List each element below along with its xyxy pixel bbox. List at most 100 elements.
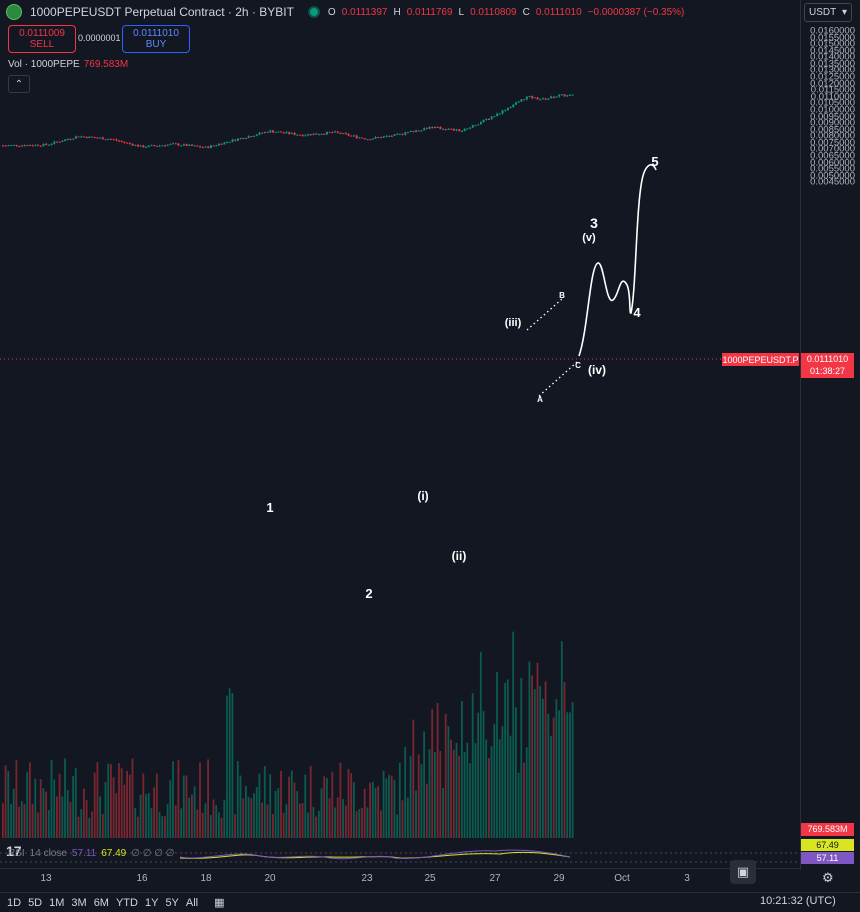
candle [371,138,374,140]
spread-value: 0.0000001 [78,33,121,43]
elliott-wave-drawing[interactable] [526,164,657,397]
candle [215,145,218,147]
candle [126,142,129,144]
wave-label[interactable]: 4 [633,305,641,320]
range-5d[interactable]: 5D [28,896,43,909]
clock[interactable]: 10:21:32 (UTC) [760,895,836,907]
candle [266,132,269,134]
wave-label[interactable]: C [575,361,581,370]
wave-label[interactable]: (iv) [588,363,606,377]
wave-label[interactable]: (iii) [505,317,522,329]
buy-price: 0.0111010 [133,28,179,39]
volume-bar [120,768,123,838]
candle [164,145,166,147]
candle [182,144,185,146]
candle [569,94,571,96]
range-3m[interactable]: 3M [71,896,87,909]
range-1d[interactable]: 1D [7,896,22,909]
candle [520,99,523,102]
candles [2,93,574,149]
candle [380,137,382,139]
currency-select[interactable]: USDT ▾ [804,3,852,22]
volume-bar [569,712,571,838]
volume-bar [515,707,517,838]
volume-bar [450,739,452,838]
wave-label[interactable]: B [559,291,565,300]
range-1y[interactable]: 1Y [144,896,159,909]
sell-label: SELL [29,39,55,50]
chart-canvas[interactable]: 1 2 (i) (ii) (iii) A B C (iv) 3(v) 4 5 [0,0,800,868]
wave-label[interactable]: 3 [590,215,598,231]
volume-bar [7,771,10,838]
candle [180,145,183,147]
candle [282,132,285,134]
wave-label[interactable]: 1 [266,500,273,515]
price-tick: 0.0135000 [810,58,855,70]
rsi-legend[interactable]: RSI 14 close 57.11 67.49 ∅ ∅ ∅ ∅ [8,848,174,859]
candle [434,126,436,129]
open-key: O [327,6,336,18]
candle [477,124,480,126]
tradingview-logo-icon[interactable]: 17 [6,843,22,859]
candle [542,98,544,100]
wave-label[interactable]: 5 [651,154,658,169]
symbol-title[interactable]: 1000PEPEUSDT Perpetual Contract · 2h · B… [30,5,294,19]
wave-label[interactable]: (v) [582,232,596,244]
price-tick: 0.0160000 [810,25,855,37]
buy-button[interactable]: 0.0111010 BUY [122,25,190,53]
volume-bar [215,805,218,838]
candle [245,137,247,139]
volume-bar [506,679,509,838]
price-tick: 0.0100000 [810,104,855,116]
volume-bar [412,719,415,838]
image-icon[interactable]: ▣ [730,860,756,884]
candle [26,145,29,147]
gear-icon[interactable]: ⚙ [822,870,834,885]
price-tick: 0.0045000 [810,176,855,188]
volume-bar [417,754,420,838]
range-all[interactable]: All [185,896,199,909]
candle [64,139,67,142]
ohlc-values: O 0.0111397 H 0.0111769 L 0.0110809 C 0.0111… [328,7,684,18]
range-ytd[interactable]: YTD [115,896,138,909]
volume-bar [137,816,139,838]
volume-bar [253,793,255,838]
volume-bar [153,787,155,838]
volume-axis-label: 769.583M [801,823,854,836]
candle [326,131,328,135]
sell-button[interactable]: 0.0111009 SELL [8,25,76,53]
projection-path [578,164,657,357]
range-1m[interactable]: 1M [49,896,65,909]
time-axis[interactable]: 13 16 18 20 23 25 27 29 Oct 3 [0,868,800,889]
range-5y[interactable]: 5Y [165,896,179,909]
candle [320,133,323,135]
wave-label[interactable]: (i) [417,489,428,503]
candle [280,131,283,133]
candle [423,128,426,131]
candle [112,139,115,141]
volume-bar [134,807,137,838]
candle [10,144,13,146]
time-tick: 3 [684,873,690,884]
volume-bar [269,774,272,838]
candle [431,126,434,129]
volume-bar [250,798,253,838]
candle [199,146,202,148]
candle [439,126,442,130]
rsi-axis-label: 57.11 [801,852,854,864]
candle [39,145,42,147]
chevron-up-icon[interactable]: ⌃ [8,75,30,93]
wave-label[interactable]: (ii) [452,549,467,563]
candle [290,132,293,134]
volume-bar [223,799,226,838]
price-tick: 0.0090000 [810,117,855,129]
price-axis[interactable]: 0.0160000 0.0155000 0.0150000 0.0145000 0.01… [800,0,860,870]
volume-legend[interactable]: Vol · 1000PEPE 769.583M [8,59,128,70]
wave-label[interactable]: 2 [365,586,372,601]
range-6m[interactable]: 6M [93,896,109,909]
volume-bar [371,781,374,838]
candle [415,130,418,133]
calendar-icon[interactable]: ▦ [214,897,225,909]
wave-label[interactable]: A [537,395,543,404]
volume-bar [245,786,247,838]
